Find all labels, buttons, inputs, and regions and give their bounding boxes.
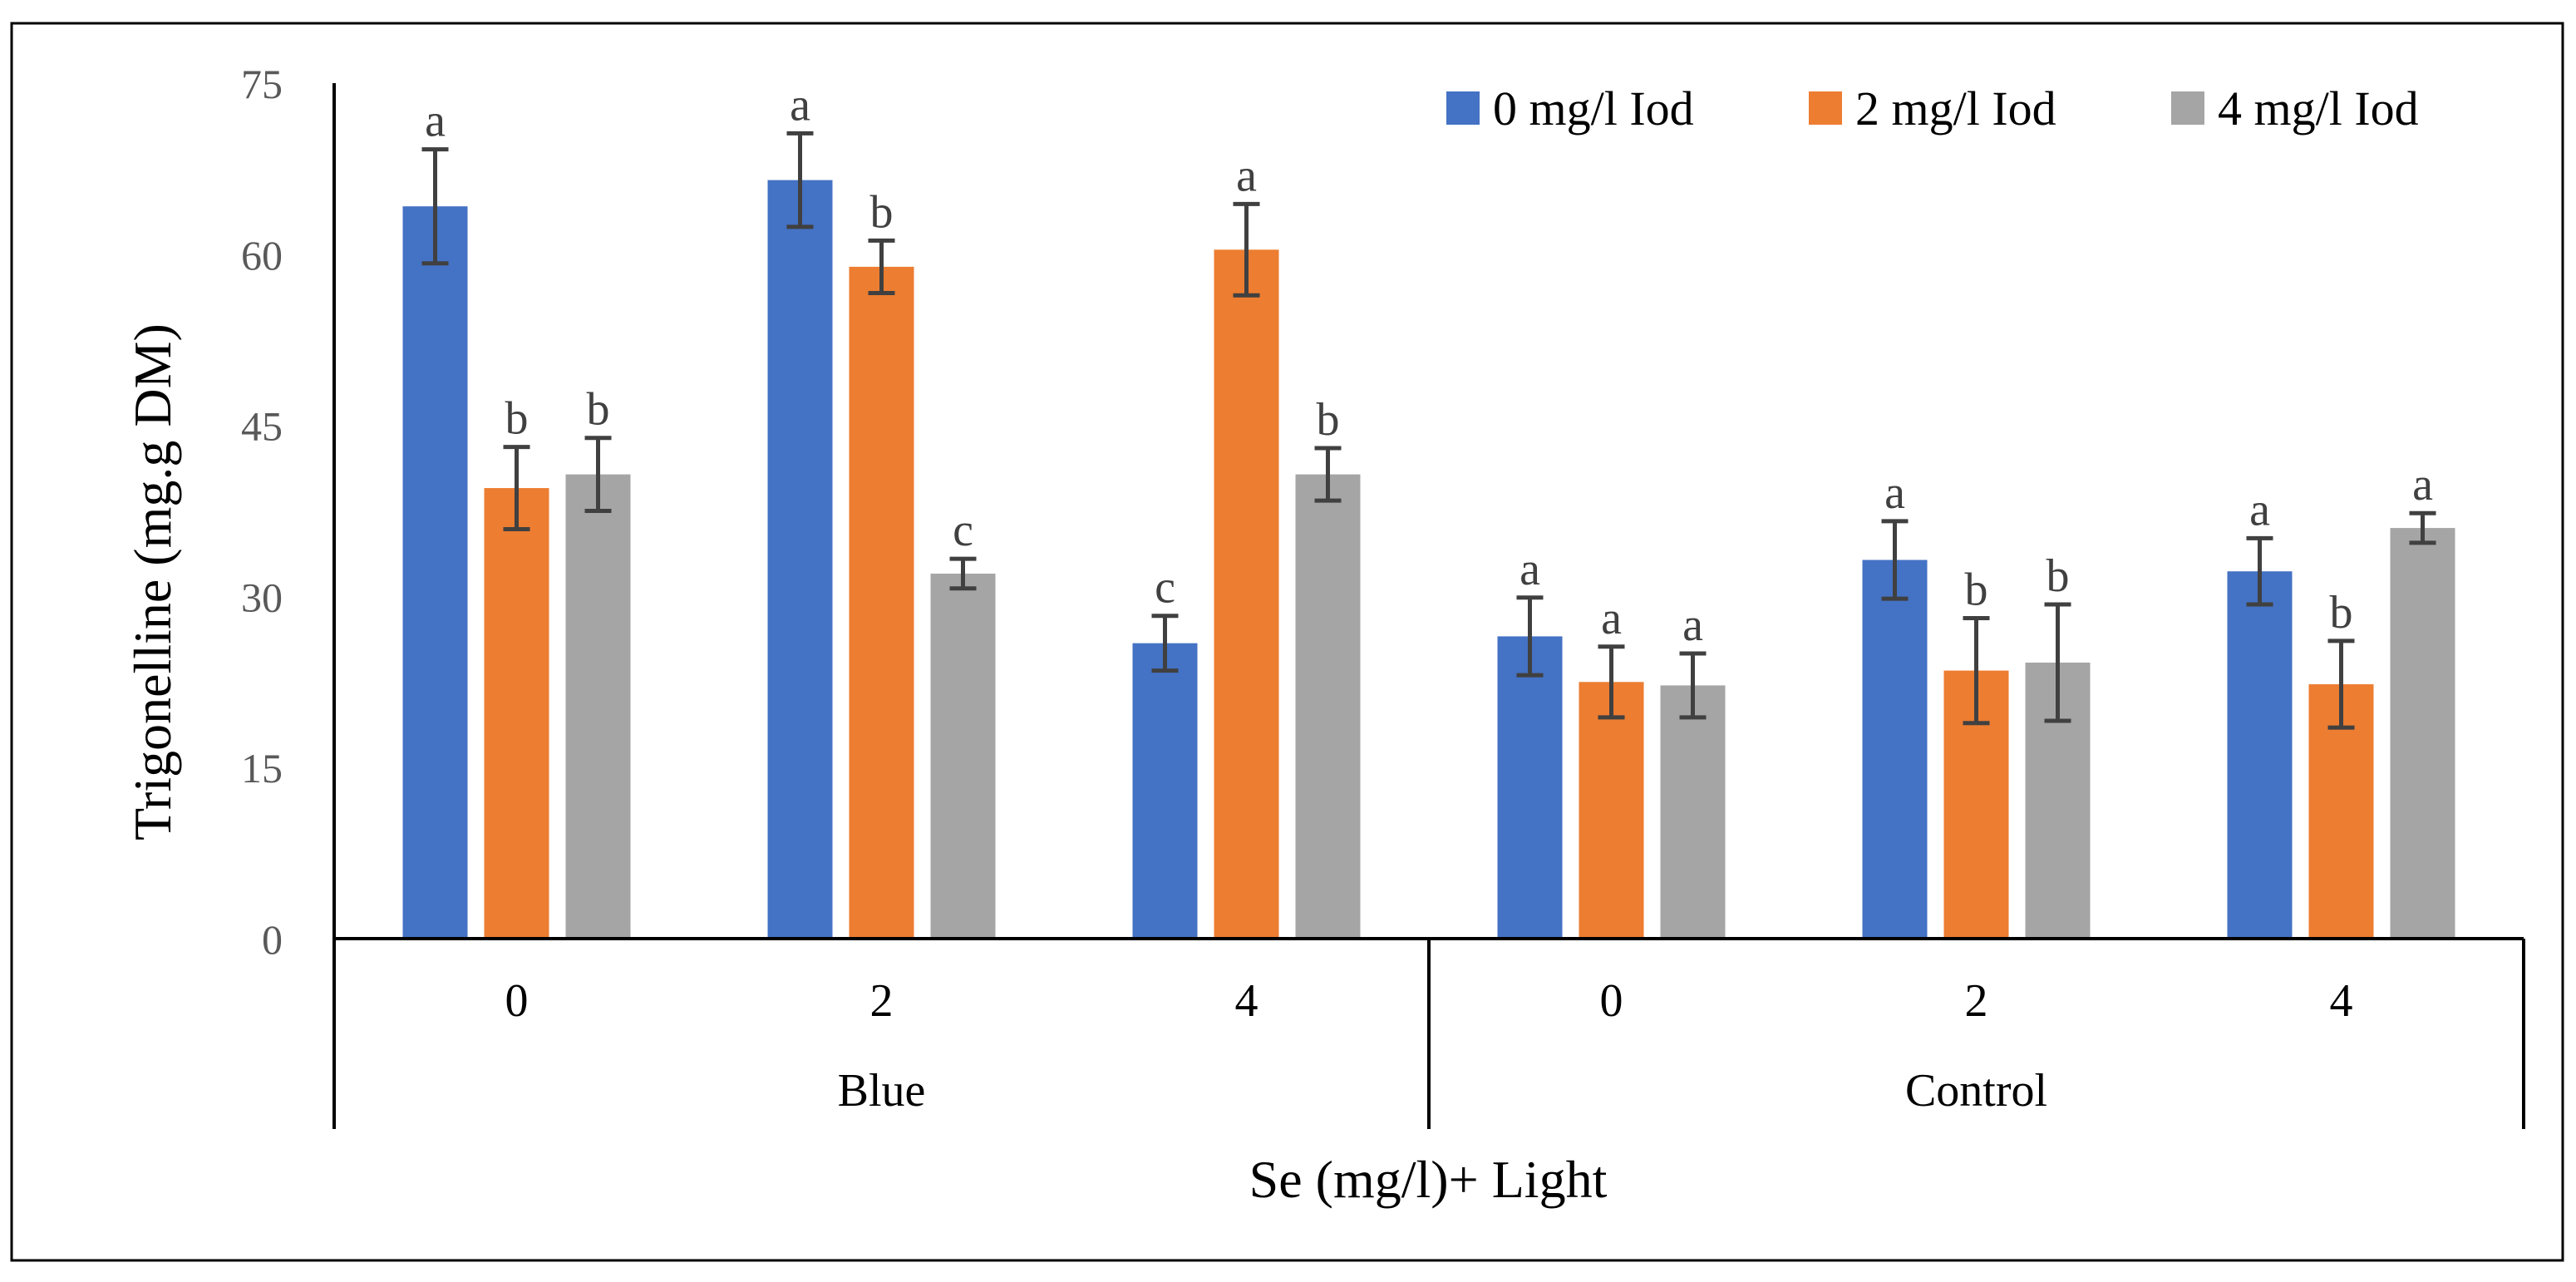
group-label: Blue <box>838 1065 926 1117</box>
significance-letter: b <box>1317 394 1340 446</box>
bar <box>1214 249 1279 939</box>
significance-letter: b <box>2330 587 2353 639</box>
x-tick-label: 2 <box>1965 975 1988 1027</box>
bar <box>1497 636 1563 939</box>
bars <box>402 180 2455 939</box>
significance-letter: a <box>1682 599 1703 651</box>
legend-swatch <box>1446 91 1480 125</box>
y-axis-title: Trigonelline (mg.g DM) <box>123 323 182 841</box>
y-axis-ticks: 0 15 30 45 60 75 <box>241 61 283 963</box>
group-label: Control <box>1905 1065 2047 1117</box>
bar <box>402 206 468 939</box>
x-tick-label: 0 <box>505 975 529 1027</box>
significance-letter: c <box>953 505 973 556</box>
significance-letter: b <box>870 186 894 238</box>
y-tick-label: 60 <box>241 232 283 279</box>
bar <box>1132 643 1198 939</box>
y-tick-label: 15 <box>241 745 283 791</box>
x-axis-ticks: 0 2 4 0 2 4 <box>505 975 2353 1027</box>
y-tick-label: 75 <box>241 61 283 107</box>
legend-label: 0 mg/l Iod <box>1493 81 1694 136</box>
x-axis-title: Se (mg/l)+ Light <box>1249 1150 1608 1209</box>
legend-label: 4 mg/l Iod <box>2218 81 2419 136</box>
significance-letter: a <box>790 79 810 131</box>
significance-letter: b <box>587 384 610 436</box>
group-labels: Blue Control <box>838 1065 2047 1117</box>
legend-swatch <box>2171 91 2204 125</box>
legend-swatch <box>1809 91 1842 125</box>
significance-letter: c <box>1155 562 1175 614</box>
bar <box>930 573 996 939</box>
significance-letter: a <box>425 96 446 147</box>
significance-letter: a <box>1519 544 1540 595</box>
significance-letter: a <box>2249 484 2270 535</box>
y-tick-label: 45 <box>241 403 283 450</box>
x-tick-label: 4 <box>2330 975 2353 1027</box>
bar <box>849 266 914 939</box>
bar <box>1295 474 1361 939</box>
significance-letter: b <box>505 393 529 445</box>
x-tick-label: 0 <box>1600 975 1623 1027</box>
bar <box>1862 560 1928 939</box>
legend-label: 2 mg/l Iod <box>1855 81 2056 136</box>
y-tick-label: 0 <box>262 916 283 963</box>
bar <box>484 488 549 939</box>
bar <box>2227 571 2293 939</box>
y-tick-label: 30 <box>241 574 283 620</box>
legend: 0 mg/l Iod 2 mg/l Iod 4 mg/l Iod <box>1446 81 2419 136</box>
x-tick-label: 4 <box>1235 975 1258 1027</box>
bar <box>565 474 631 939</box>
bar <box>1660 685 1726 939</box>
significance-letter: b <box>2047 550 2070 602</box>
x-tick-label: 2 <box>870 975 894 1027</box>
significance-letter: a <box>1236 150 1257 201</box>
significance-letter: a <box>1601 593 1622 644</box>
significance-letters: a a c a a a b b a a b b b c b a b a <box>425 79 2433 651</box>
bar <box>767 180 833 939</box>
chart-frame <box>10 22 2564 1262</box>
bar <box>2390 528 2455 939</box>
error-bars <box>421 131 2436 730</box>
significance-letter: a <box>1884 467 1905 519</box>
significance-letter: b <box>1965 564 1988 615</box>
bar <box>1579 682 1644 939</box>
significance-letter: a <box>2412 459 2433 510</box>
